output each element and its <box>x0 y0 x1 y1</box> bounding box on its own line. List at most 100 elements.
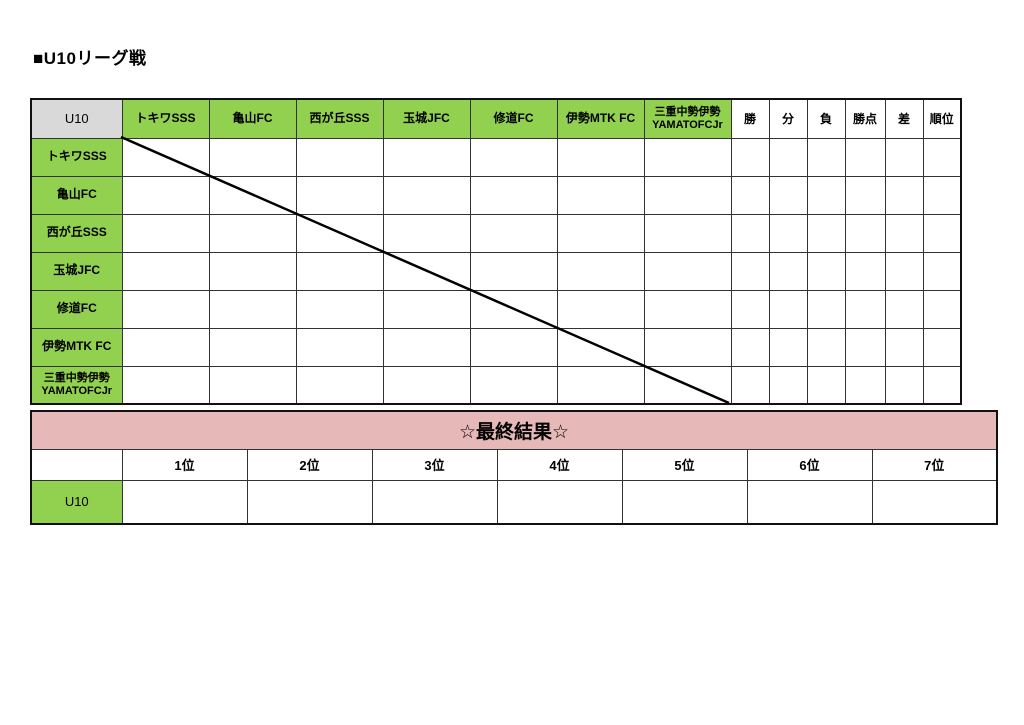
final-results-table: ☆最終結果☆ 1位 2位 3位 4位 5位 6位 7位 U10 <box>30 410 999 525</box>
match-cell <box>469 137 558 177</box>
stat-cell <box>806 327 846 367</box>
result-cell <box>246 479 373 525</box>
stat-cell <box>806 365 846 405</box>
rank-header: 4位 <box>496 448 623 481</box>
stat-cell <box>844 289 886 329</box>
stat-column-header-draws: 分 <box>768 98 808 139</box>
match-cell <box>556 365 645 405</box>
match-cell <box>121 137 210 177</box>
page-title: ■U10リーグ戦 <box>33 49 147 68</box>
stat-cell <box>730 365 770 405</box>
team-row: 三重中勢伊勢YAMATOFCJr <box>30 365 962 405</box>
team-row-header: 修道FC <box>30 289 123 329</box>
stat-cell <box>922 175 962 215</box>
team-row-header: トキワSSS <box>30 137 123 177</box>
match-cell <box>556 327 645 367</box>
league-table-section: U10 トキワSSS 亀山FC 西が丘SSS 玉城JFC 修道FC 伊勢MTK … <box>30 98 962 405</box>
match-cell <box>295 137 384 177</box>
stat-cell <box>768 175 808 215</box>
match-cell <box>121 175 210 215</box>
match-cell <box>295 213 384 253</box>
team-row: 修道FC <box>30 289 962 329</box>
stat-cell <box>922 251 962 291</box>
stat-cell <box>844 137 886 177</box>
result-cell <box>371 479 498 525</box>
match-cell <box>382 365 471 405</box>
match-cell <box>295 175 384 215</box>
results-rank-header-row: 1位 2位 3位 4位 5位 6位 7位 <box>30 448 998 481</box>
match-cell <box>295 327 384 367</box>
stat-cell <box>884 175 924 215</box>
match-cell <box>469 251 558 291</box>
league-table: U10 トキワSSS 亀山FC 西が丘SSS 玉城JFC 修道FC 伊勢MTK … <box>30 98 962 405</box>
stat-cell <box>768 365 808 405</box>
team-column-header: 玉城JFC <box>382 98 471 139</box>
stat-cell <box>806 137 846 177</box>
match-cell <box>295 365 384 405</box>
final-results-section: ☆最終結果☆ 1位 2位 3位 4位 5位 6位 7位 U10 <box>30 410 999 525</box>
result-cell <box>621 479 748 525</box>
match-cell <box>556 251 645 291</box>
result-cell <box>746 479 873 525</box>
stat-cell <box>844 327 886 367</box>
stat-cell <box>730 213 770 253</box>
rank-header: 2位 <box>246 448 373 481</box>
stat-column-header-rank: 順位 <box>922 98 962 139</box>
stat-cell <box>884 213 924 253</box>
match-cell <box>295 289 384 329</box>
stat-cell <box>922 137 962 177</box>
team-column-header: 修道FC <box>469 98 558 139</box>
result-cell <box>121 479 248 525</box>
match-cell <box>382 175 471 215</box>
match-cell <box>643 137 732 177</box>
match-cell <box>556 175 645 215</box>
match-cell <box>556 137 645 177</box>
match-cell <box>208 251 297 291</box>
stat-cell <box>884 327 924 367</box>
stat-cell <box>730 251 770 291</box>
team-row-header: 亀山FC <box>30 175 123 215</box>
rank-header: 3位 <box>371 448 498 481</box>
stat-cell <box>768 137 808 177</box>
result-cell <box>496 479 623 525</box>
match-cell <box>469 365 558 405</box>
stat-cell <box>730 137 770 177</box>
league-header-row: U10 トキワSSS 亀山FC 西が丘SSS 玉城JFC 修道FC 伊勢MTK … <box>30 98 962 139</box>
match-cell <box>643 175 732 215</box>
match-cell <box>208 327 297 367</box>
stat-cell <box>806 251 846 291</box>
team-row-header: 西が丘SSS <box>30 213 123 253</box>
stat-cell <box>884 251 924 291</box>
team-row: 西が丘SSS <box>30 213 962 253</box>
match-cell <box>208 365 297 405</box>
match-cell <box>643 213 732 253</box>
rank-header: 1位 <box>121 448 248 481</box>
results-title: ☆最終結果☆ <box>30 410 998 450</box>
team-row: 伊勢MTK FC <box>30 327 962 367</box>
match-cell <box>469 213 558 253</box>
stat-cell <box>806 289 846 329</box>
league-corner-cell: U10 <box>30 98 123 139</box>
match-cell <box>643 251 732 291</box>
match-cell <box>469 327 558 367</box>
stat-cell <box>806 175 846 215</box>
stat-cell <box>768 289 808 329</box>
stat-cell <box>844 175 886 215</box>
match-cell <box>121 251 210 291</box>
team-column-header: 亀山FC <box>208 98 297 139</box>
stat-cell <box>922 289 962 329</box>
match-cell <box>208 175 297 215</box>
match-cell <box>556 213 645 253</box>
results-data-row: U10 <box>30 479 998 525</box>
match-cell <box>208 289 297 329</box>
match-cell <box>469 289 558 329</box>
results-title-row: ☆最終結果☆ <box>30 410 998 450</box>
match-cell <box>121 327 210 367</box>
match-cell <box>556 289 645 329</box>
stat-cell <box>884 289 924 329</box>
stat-column-header-losses: 負 <box>806 98 846 139</box>
team-row: 亀山FC <box>30 175 962 215</box>
stat-column-header-goal-diff: 差 <box>884 98 924 139</box>
match-cell <box>295 251 384 291</box>
match-cell <box>382 289 471 329</box>
